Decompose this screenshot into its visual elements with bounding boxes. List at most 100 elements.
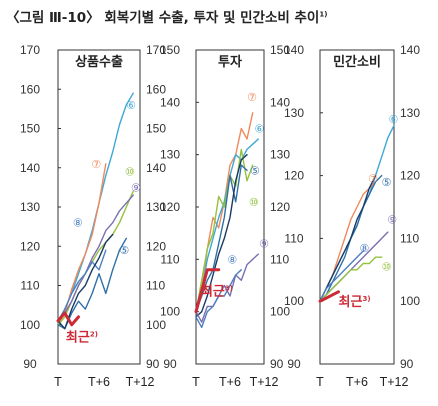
x-tick: T [54,375,62,389]
series-label: ⑥ [126,100,136,112]
recent-label-note: 3) [362,295,370,303]
series-line [195,269,242,329]
series-label: ⑥ [255,124,265,136]
y-tick-left: 90 [287,357,301,371]
x-tick: T [316,375,324,389]
y-tick-right: 130 [270,148,290,162]
series-line [57,233,114,330]
y-tick-right: 130 [146,200,166,214]
series-line [195,164,248,313]
y-tick-right: 150 [270,43,290,57]
series-label: ⑩ [249,197,259,209]
y-tick-left: 150 [20,122,40,136]
figure-title-text: 〈그림 Ⅲ-10〉 회복기별 수출, 투자 및 민간소비 추이 [6,10,320,26]
y-tick-right: 90 [270,357,284,371]
x-tick: T [192,375,200,389]
series-line [194,268,221,314]
series-label: ⑤ [119,245,129,257]
series-line [318,290,340,303]
series-label: ⑦ [91,159,101,171]
y-tick-left: 130 [284,106,304,120]
series-label: ⑧ [73,218,83,230]
panel-title: 민간소비 [333,54,381,70]
y-tick-right: 100 [270,305,290,319]
series-label: ⑦ [247,92,257,104]
series-line [195,154,248,318]
y-tick-left: 150 [160,43,180,57]
series-label: ⑦ [368,174,378,186]
series-label: ⑨ [131,182,141,194]
y-tick-right: 140 [270,95,290,109]
recent-label-note: 3) [225,285,233,293]
panel-2: 150 140 130 120 110 100 90 150 140 130 120 110 100 90… [160,43,290,389]
figure-title-note: 1) [319,10,328,19]
y-tick-left: 170 [20,43,40,57]
y-tick-left: 90 [23,357,37,371]
panel-1: 170 160 150 140 130 120 110 100 90 170 160 150 140 13… [20,43,166,389]
x-tick: T+12 [380,375,409,389]
series-line [319,256,383,302]
series-label: ⑧ [227,254,237,266]
y-tick-right: 140 [400,43,420,57]
x-tick: T+6 [88,375,110,389]
recent-label: 최근2) [66,331,98,346]
x-tick: T+6 [219,375,241,389]
recent-label: 최근3) [339,295,371,310]
series-line [57,163,107,326]
y-tick-left: 120 [284,169,304,183]
panel-title: 상품수출 [75,54,123,70]
y-tick-right: 120 [146,239,166,253]
y-tick-right: 110 [400,231,419,245]
y-tick-left: 100 [160,305,180,319]
y-tick-right: 150 [146,122,166,136]
y-tick-left: 100 [20,318,40,332]
series-line [57,194,134,322]
series-label: ⑧ [359,243,369,255]
y-tick-left: 120 [20,239,40,253]
y-tick-left: 130 [20,200,40,214]
y-tick-left: 160 [20,82,40,96]
y-tick-right: 140 [146,161,166,175]
series-line [57,237,127,330]
series-line [195,148,254,313]
y-tick-left: 110 [284,231,303,245]
panel-title: 투자 [218,55,242,70]
series-label: ⑨ [259,239,269,251]
x-tick: T+12 [250,375,279,389]
y-tick-right: 100 [146,318,166,332]
series-label: ⑥ [388,114,398,126]
series-line [319,124,395,302]
x-tick: T+12 [126,375,155,389]
y-tick-right: 90 [400,357,414,371]
series-line [56,311,80,327]
series-label: ⑤ [382,177,392,189]
plot-frame [319,49,395,365]
y-tick-right: 110 [270,252,289,266]
series-label: ⑩ [382,262,392,274]
y-tick-right: 160 [146,82,166,96]
y-tick-right: 170 [146,43,166,57]
y-tick-right: 100 [400,294,420,308]
y-tick-left: 140 [284,43,304,57]
y-tick-left: 110 [20,279,39,293]
y-tick-left: 100 [284,294,304,308]
series-label: ⑤ [250,165,260,177]
x-tick: T+6 [346,375,368,389]
figure-title: 〈그림 Ⅲ-10〉 회복기별 수출, 투자 및 민간소비 추이1) [6,6,327,26]
y-tick-left: 140 [160,95,180,109]
y-tick-left: 130 [160,148,180,162]
y-tick-right: 130 [400,106,420,120]
series-line [57,249,107,322]
series-line [319,250,364,302]
y-tick-left: 140 [20,161,40,175]
y-tick-left: 120 [160,200,180,214]
recent-label: 최근3) [201,285,233,300]
recent-label-note: 2) [90,331,98,339]
y-tick-right: 120 [400,169,420,183]
series-label: ⑩ [125,167,135,179]
y-tick-right: 120 [270,200,290,214]
panel-3: 140 130 120 110 100 90 140 130 120 110 100 90 T T+6 T+… [284,43,420,389]
y-tick-right: 90 [146,357,160,371]
